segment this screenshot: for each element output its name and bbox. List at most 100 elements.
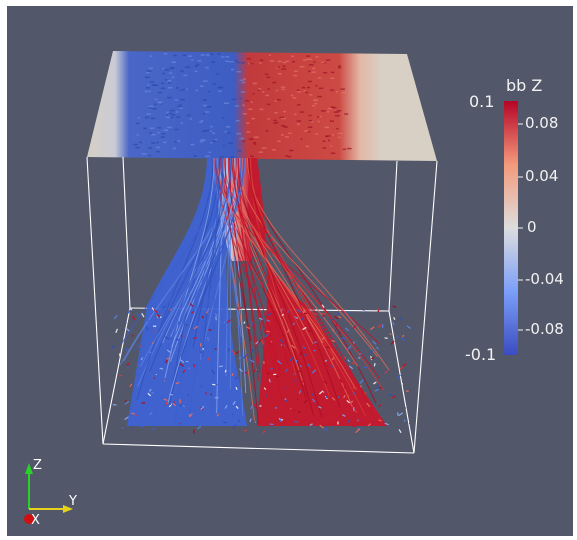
streamline-fragment (134, 414, 138, 416)
streamline-fragment (280, 343, 283, 346)
plane-noise-speck (276, 67, 279, 69)
plane-noise-speck (174, 140, 177, 143)
plane-noise-speck (303, 89, 306, 92)
streamline (227, 157, 281, 372)
streamline-fragment (313, 312, 318, 316)
streamline-fragment (224, 404, 228, 409)
plane-noise-speck (283, 126, 288, 128)
streamline-fragment (396, 335, 399, 338)
plane-noise-speck (151, 142, 156, 144)
plane-noise-speck (261, 147, 267, 149)
streamline-fragment (175, 381, 180, 385)
streamline-fragment (324, 427, 328, 432)
streamline-fragment (141, 402, 146, 404)
plane-noise-speck (288, 132, 292, 135)
streamline-fragment (164, 336, 170, 340)
streamline-fragment (140, 425, 144, 428)
plane-noise-speck (296, 89, 300, 92)
streamline-fragment (201, 315, 204, 319)
plane-noise-speck (281, 68, 287, 70)
plane-noise-speck (246, 131, 251, 133)
plane-noise-speck (326, 111, 330, 113)
streamline-fragment (324, 359, 328, 363)
plane-noise-speck (293, 74, 298, 77)
streamline-fragment (401, 334, 405, 338)
plane-noise-speck (160, 136, 165, 138)
plane-noise-speck (330, 71, 335, 74)
streamline-fragment (251, 322, 253, 326)
plane-noise-speck (179, 107, 183, 109)
streamline-fragment (345, 327, 349, 332)
plane-noise-speck (306, 55, 310, 57)
streamline-fragment (266, 330, 270, 333)
streamline-fragment (318, 390, 324, 395)
plane-noise-speck (225, 60, 229, 63)
plane-noise-speck (290, 94, 294, 97)
streamline-fragment (153, 309, 158, 314)
3d-scene[interactable] (7, 6, 573, 536)
plane-noise-speck (277, 140, 281, 142)
plane-noise-speck (212, 83, 216, 85)
streamline-fragment (131, 315, 136, 321)
plane-noise-speck (299, 65, 305, 68)
streamline-fragment (193, 325, 199, 330)
plane-noise-speck (300, 138, 303, 140)
plane-noise-speck (156, 146, 160, 149)
streamline-fragment (231, 350, 236, 355)
streamline-fragment (267, 372, 270, 375)
plane-noise-speck (210, 125, 213, 128)
streamline-fragment (317, 405, 322, 409)
streamline-fragment (359, 379, 364, 384)
plane-noise-speck (341, 91, 347, 94)
plane-noise-speck (149, 132, 153, 134)
streamline-fragment (200, 405, 205, 410)
plane-noise-speck (287, 155, 292, 158)
streamline-fragment (294, 378, 297, 383)
plane-noise-speck (202, 80, 208, 82)
plane-noise-speck (228, 142, 233, 144)
streamline-fragment (346, 311, 351, 313)
plane-noise-speck (212, 140, 217, 142)
streamline-fragment (189, 413, 193, 418)
streamline-fragment (235, 386, 238, 390)
streamline-fragment (379, 386, 382, 389)
streamline-fragment (337, 396, 340, 399)
plane-noise-speck (311, 67, 316, 70)
plane-noise-speck (338, 65, 342, 67)
plane-noise-speck (153, 84, 159, 87)
streamline-fragment (406, 325, 412, 330)
streamline-fragment (234, 376, 239, 380)
streamline-fragment (297, 410, 302, 414)
plane-noise-speck (154, 103, 157, 106)
plane-noise-speck (274, 100, 277, 102)
plane-noise-speck (337, 132, 343, 135)
plane-noise-speck (326, 59, 331, 61)
plane-noise-speck (306, 86, 310, 89)
plane-noise-speck (146, 113, 151, 115)
plane-noise-speck (330, 77, 335, 80)
streamline-fragment (214, 347, 217, 351)
x-axis-label: X (31, 513, 40, 528)
plane-noise-speck (252, 82, 257, 85)
streamline (136, 157, 214, 400)
streamline-fragment (191, 310, 195, 314)
streamline-fragment (341, 414, 346, 417)
plane-noise-speck (155, 150, 161, 153)
streamline-fragment (277, 360, 282, 365)
plane-noise-speck (315, 84, 318, 87)
streamline-fragment (207, 356, 211, 361)
plane-noise-speck (246, 57, 251, 60)
streamline-fragment (149, 328, 154, 333)
streamline-fragment (252, 369, 256, 374)
streamline-fragment (165, 359, 168, 364)
streamline-fragment (281, 313, 285, 317)
streamline-fragment (384, 370, 388, 374)
plane-noise-speck (246, 122, 250, 124)
plane-noise-speck (202, 113, 206, 115)
streamline-fragment (153, 377, 156, 379)
streamline-fragment (384, 422, 389, 426)
plane-noise-speck (273, 119, 277, 122)
render-viewport[interactable]: bb Z 0.1 -0.1 0.08 0.04 0 -0.04 -0.08 Z … (7, 6, 573, 536)
streamline-fragment (347, 418, 351, 423)
streamline-fragment (334, 323, 338, 328)
